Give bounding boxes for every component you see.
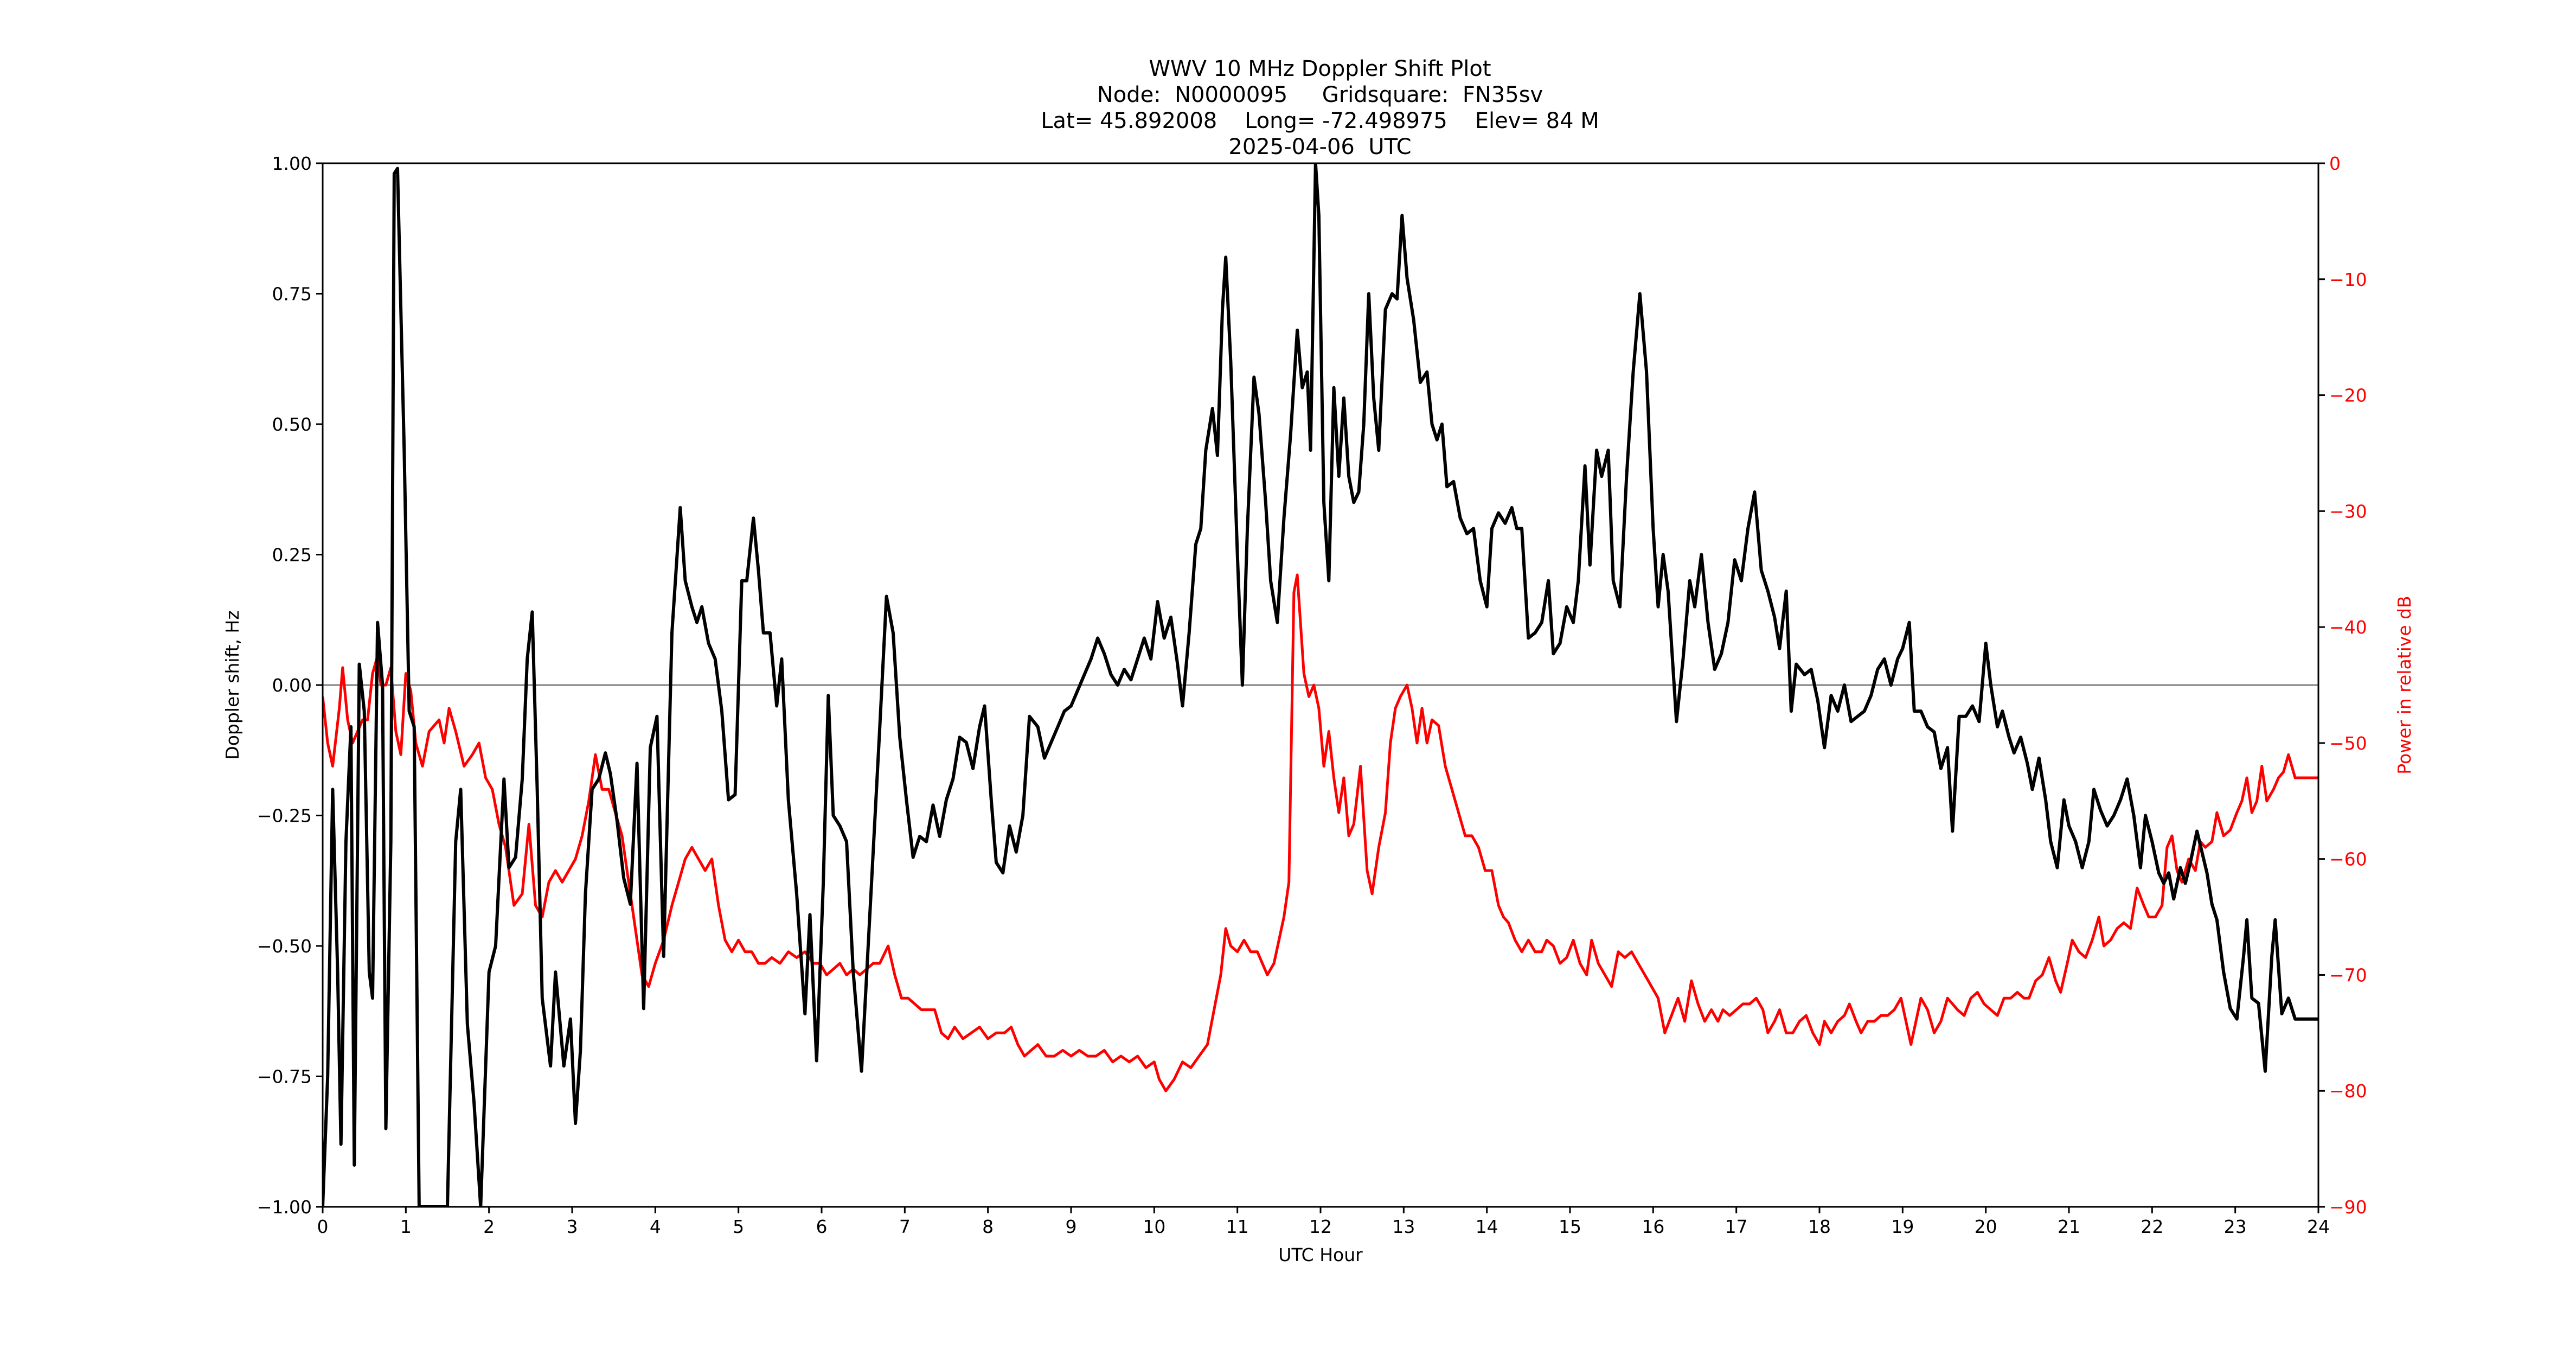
x-tick-label: 18 — [1808, 1216, 1831, 1237]
y-right-tick-label: −40 — [2329, 617, 2367, 638]
y-right-tick-label: 0 — [2329, 153, 2341, 174]
x-tick-label: 23 — [2224, 1216, 2247, 1237]
y-left-tick-label: −1.00 — [257, 1197, 312, 1218]
title-line-1: WWV 10 MHz Doppler Shift Plot — [1149, 56, 1491, 81]
x-tick-label: 15 — [1559, 1216, 1581, 1237]
title-line-3: Lat= 45.892008 Long= -72.498975 Elev= 84… — [1041, 108, 1599, 133]
x-tick-label: 13 — [1392, 1216, 1415, 1237]
y-left-tick-label: 0.00 — [272, 675, 312, 696]
y-right-tick-label: −70 — [2329, 964, 2367, 986]
x-tick-label: 21 — [2058, 1216, 2080, 1237]
y-left-tick-label: 1.00 — [272, 153, 312, 174]
x-tick-label: 10 — [1143, 1216, 1165, 1237]
x-tick-label: 7 — [899, 1216, 911, 1237]
y-right-tick-label: −20 — [2329, 385, 2367, 406]
y-left-tick-label: −0.50 — [257, 936, 312, 957]
y-axis-left: 1.00 0.75 0.50 0.25 0.00 −0.25 −0.50 −0.75 −1.00 — [257, 153, 323, 1218]
x-tick-label: 3 — [567, 1216, 578, 1237]
x-tick-label: 1 — [400, 1216, 412, 1237]
power-trace — [323, 573, 2318, 1092]
y-axis-right-label: Power in relative dB — [2394, 596, 2415, 774]
y-right-tick-label: −30 — [2329, 501, 2367, 522]
x-tick-label: 11 — [1226, 1216, 1249, 1237]
y-left-tick-label: −0.25 — [257, 805, 312, 827]
x-tick-label: 9 — [1066, 1216, 1077, 1237]
x-tick-label: 16 — [1642, 1216, 1664, 1237]
x-tick-label: 4 — [650, 1216, 661, 1237]
y-right-tick-label: −80 — [2329, 1080, 2367, 1102]
y-left-tick-label: 0.25 — [272, 545, 312, 566]
y-axis-left-label: Doppler shift, Hz — [222, 610, 243, 759]
y-right-tick-label: −60 — [2329, 849, 2367, 870]
y-right-tick-label: −10 — [2329, 269, 2367, 290]
chart-title: WWV 10 MHz Doppler Shift Plot Node: N000… — [1041, 56, 1599, 159]
x-tick-label: 24 — [2307, 1216, 2330, 1237]
x-tick-label: 12 — [1309, 1216, 1332, 1237]
x-tick-label: 6 — [816, 1216, 828, 1237]
y-right-tick-label: −90 — [2329, 1197, 2367, 1218]
x-tick-label: 19 — [1891, 1216, 1914, 1237]
y-left-tick-label: 0.75 — [272, 284, 312, 305]
x-axis-label: UTC Hour — [1278, 1244, 1363, 1265]
x-tick-label: 8 — [982, 1216, 994, 1237]
doppler-trace — [323, 163, 2318, 1207]
title-line-2: Node: N0000095 Gridsquare: FN35sv — [1097, 82, 1543, 107]
x-tick-label: 14 — [1476, 1216, 1498, 1237]
x-tick-label: 0 — [317, 1216, 329, 1237]
y-axis-right: 0 −10 −20 −30 −40 −50 −60 −70 −80 −90 — [2318, 153, 2367, 1218]
y-left-tick-label: −0.75 — [257, 1066, 312, 1088]
x-tick-label: 5 — [733, 1216, 744, 1237]
y-right-tick-label: −50 — [2329, 733, 2367, 754]
title-line-4: 2025-04-06 UTC — [1228, 135, 1411, 159]
x-tick-label: 17 — [1725, 1216, 1748, 1237]
y-left-tick-label: 0.50 — [272, 414, 312, 435]
x-axis: 0 1 2 3 4 5 6 7 8 9 10 11 12 13 14 15 16 17 18 19 20 21 22 23 24 — [317, 1207, 2330, 1237]
x-tick-label: 22 — [2141, 1216, 2163, 1237]
x-tick-label: 2 — [483, 1216, 495, 1237]
x-tick-label: 20 — [1975, 1216, 1997, 1237]
